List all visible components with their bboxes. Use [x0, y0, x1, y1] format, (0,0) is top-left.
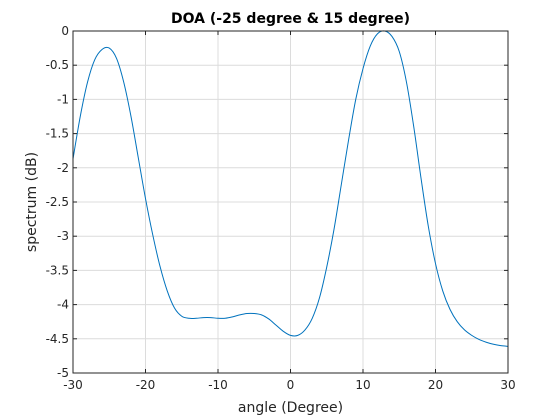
x-tick-label: 20: [428, 378, 443, 392]
spectrum-series-line: [72, 30, 509, 347]
y-tick-label: -4.5: [46, 332, 69, 346]
y-tick-label: -3: [57, 229, 69, 243]
y-tick-label: -2: [57, 161, 69, 175]
x-tick-label: -30: [63, 378, 83, 392]
y-axis-label: spectrum (dB): [24, 152, 40, 252]
y-tick-label: -5: [57, 366, 69, 380]
y-tick-label: -2.5: [46, 195, 69, 209]
x-tick-label: 0: [287, 378, 295, 392]
x-tick-label: -20: [136, 378, 156, 392]
y-tick-label: -4: [57, 298, 69, 312]
x-tick-label: 30: [500, 378, 515, 392]
series-lines: [72, 30, 509, 347]
ticks: -30 -20 -10 0 10 20 30 0 -0.5 -1 -1.5 -2 -2.5 -3 -3.5 -…: [46, 24, 516, 392]
chart-title: DOA (-25 degree & 15 degree): [171, 11, 410, 27]
y-tick-label: -1: [57, 92, 69, 106]
x-tick-label: 10: [355, 378, 370, 392]
y-tick-label: 0: [61, 24, 69, 38]
y-tick-label: -0.5: [46, 58, 69, 72]
y-tick-label: -3.5: [46, 263, 69, 277]
x-tick-label: -10: [208, 378, 228, 392]
y-tick-label: -1.5: [46, 127, 69, 141]
x-axis-label: angle (Degree): [238, 400, 343, 416]
